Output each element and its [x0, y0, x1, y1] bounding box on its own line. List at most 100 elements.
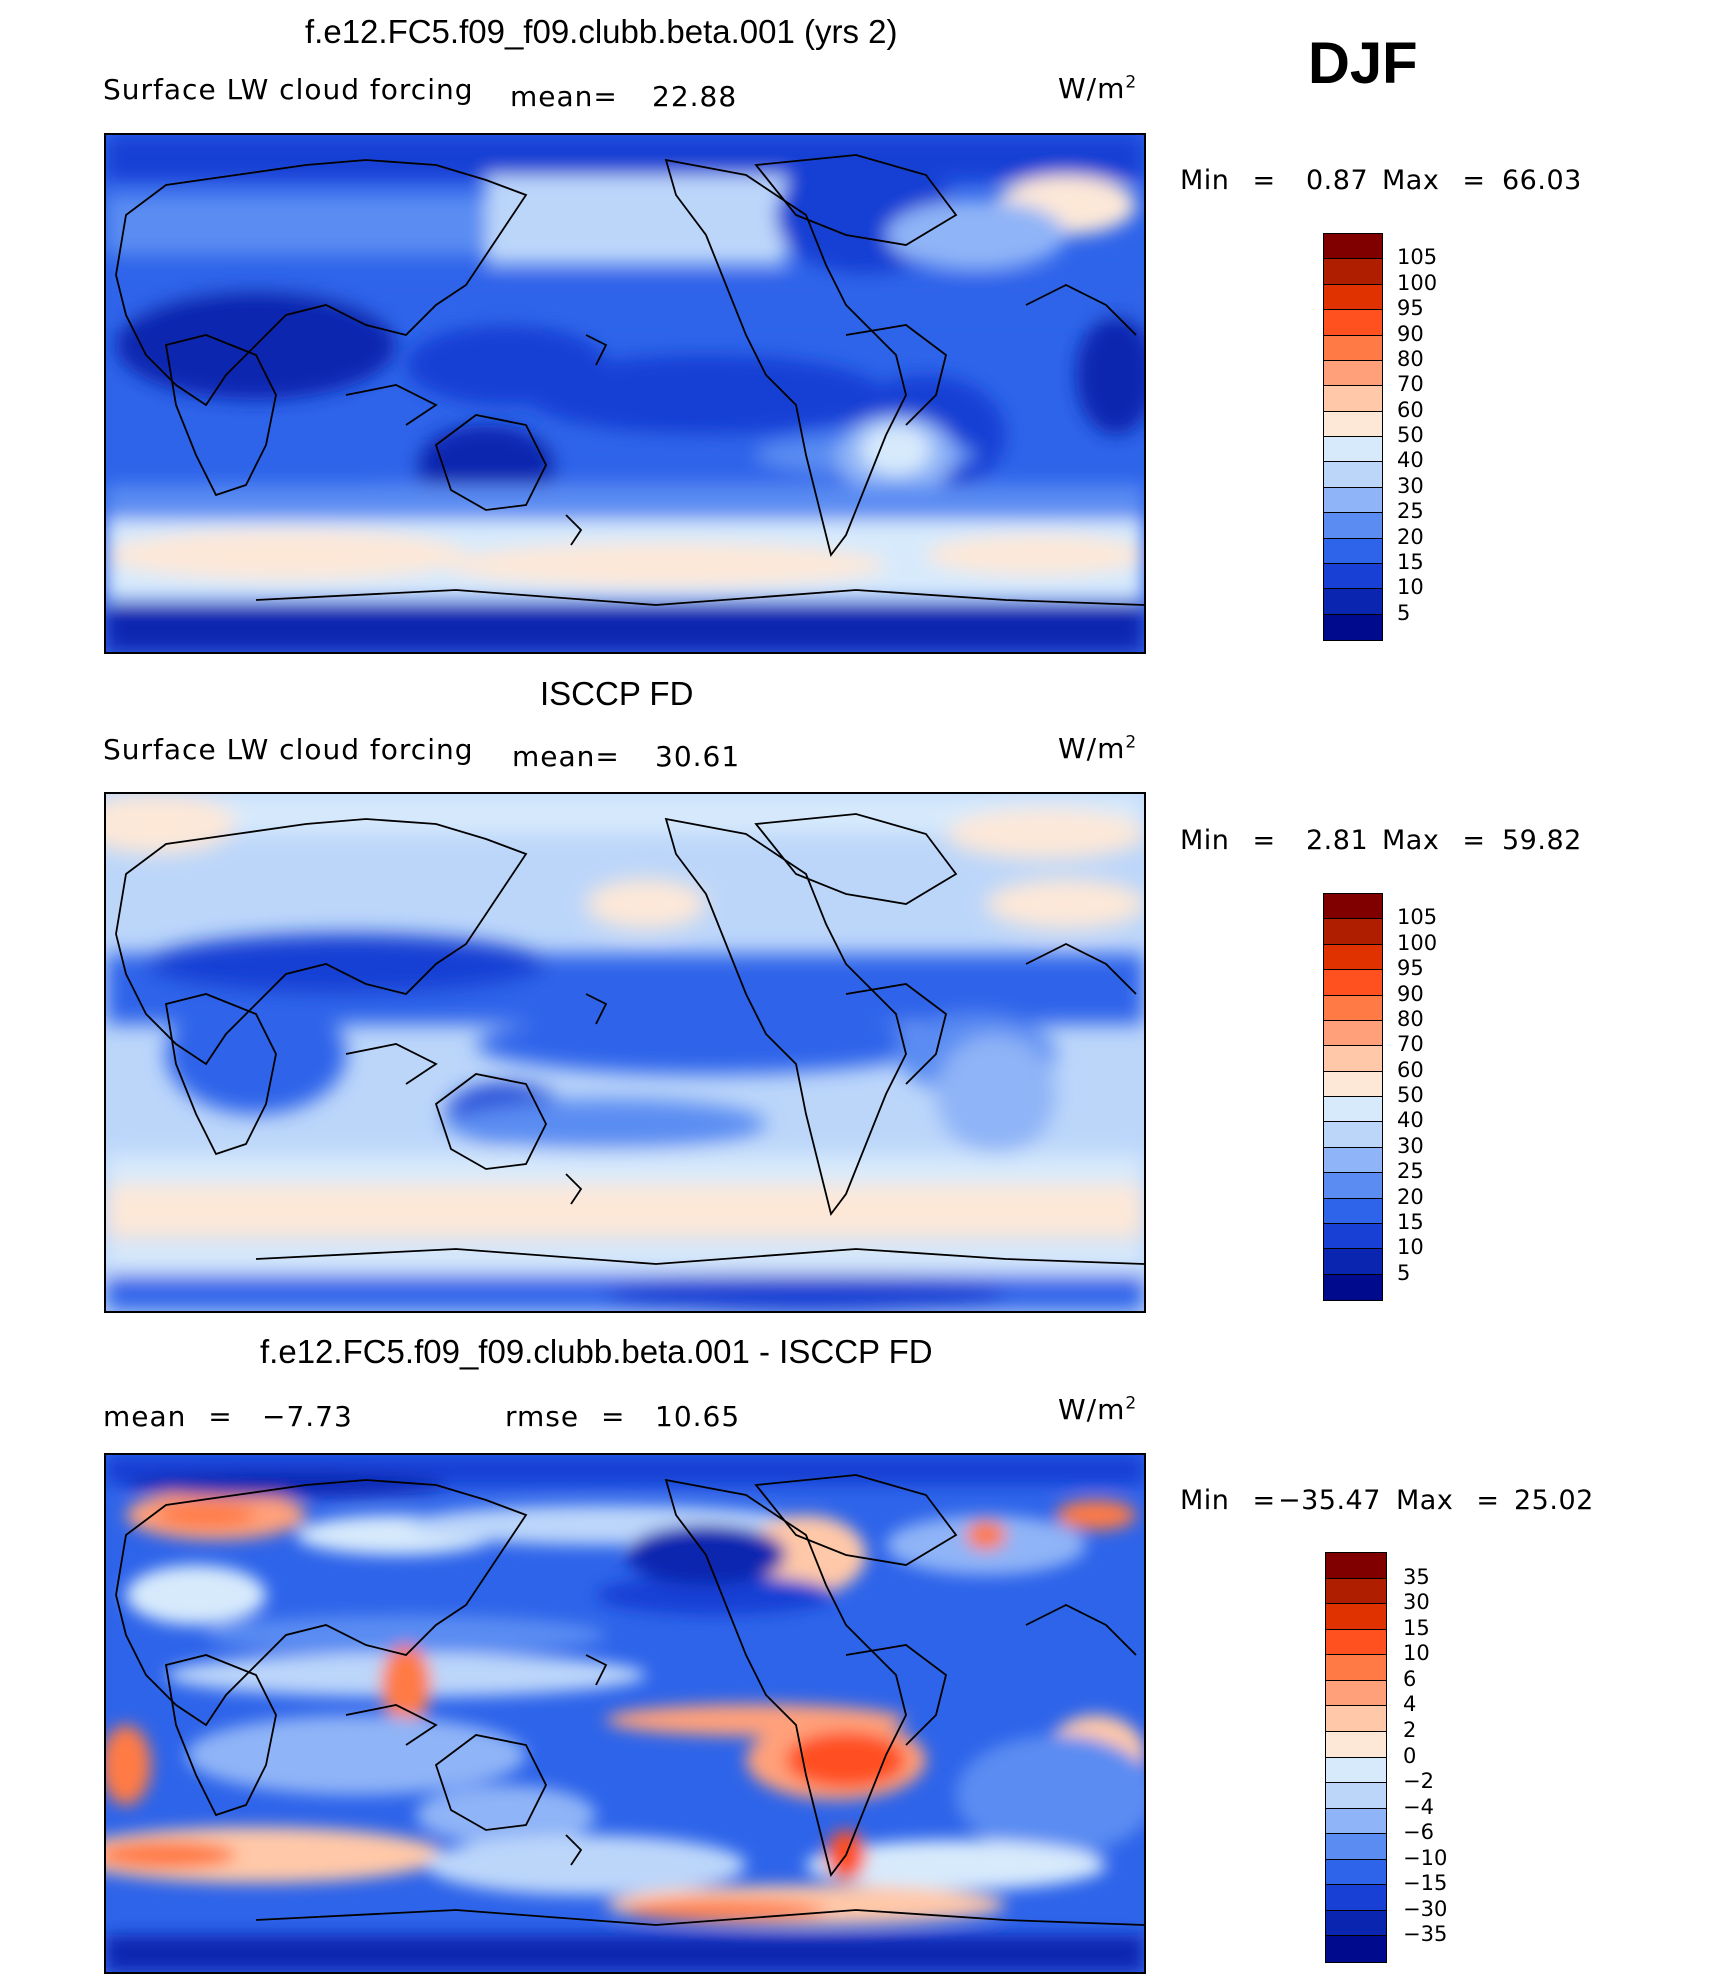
colorbar-swatch — [1324, 538, 1382, 564]
panel-1-title: f.e12.FC5.f09_f09.clubb.beta.001 (yrs 2) — [305, 13, 898, 50]
colorbar-swatch — [1326, 1885, 1386, 1911]
panel-1-min-value: 0.87 — [1306, 165, 1369, 196]
colorbar-swatch — [1324, 589, 1382, 615]
colorbar-swatch — [1324, 614, 1382, 640]
colorbar-level-label: 105 — [1397, 245, 1438, 270]
panel-2-mean-label: mean= — [512, 740, 620, 773]
panel-1-variable: Surface LW cloud forcing — [103, 73, 474, 106]
colorbar-swatch — [1324, 487, 1382, 514]
colorbar-swatch — [1324, 284, 1382, 311]
colorbar-swatch — [1324, 1274, 1382, 1300]
colorbar-level-label: 30 — [1397, 1133, 1424, 1158]
colorbar-level-label: −35 — [1403, 1922, 1448, 1947]
panel-1-min-label: Min = — [1180, 165, 1276, 196]
colorbar-swatch — [1326, 1808, 1386, 1835]
colorbar-level-label: 2 — [1403, 1717, 1417, 1742]
panel-3-rmse-label: rmse = — [505, 1400, 626, 1433]
panel-2-units: W/m2 — [1058, 732, 1137, 765]
panel-2-min-value: 2.81 — [1306, 825, 1369, 856]
colorbar-level-label: 10 — [1397, 575, 1424, 600]
colorbar-swatch — [1324, 1173, 1382, 1199]
units-text: W/m — [1058, 1393, 1126, 1426]
colorbar-level-label: 95 — [1397, 296, 1424, 321]
colorbar-level-label: 35 — [1403, 1564, 1430, 1589]
panel-1-mean-value: 22.88 — [652, 80, 738, 113]
colorbar-level-label: 30 — [1403, 1590, 1430, 1615]
panel-2-colorbar — [1323, 893, 1383, 1301]
panel-2-mean-value: 30.61 — [655, 740, 741, 773]
panel-3-title: f.e12.FC5.f09_f09.clubb.beta.001 - ISCCP… — [260, 1333, 933, 1370]
panel-3-rmse-value: 10.65 — [655, 1400, 741, 1433]
colorbar-level-label: 50 — [1397, 423, 1424, 447]
colorbar-swatch — [1324, 970, 1382, 996]
colorbar-level-label: 0 — [1403, 1743, 1417, 1768]
panel-1-coastlines — [115, 154, 1144, 606]
colorbar-swatch — [1324, 1020, 1382, 1047]
colorbar-swatch — [1326, 1757, 1386, 1784]
colorbar-level-label: 15 — [1397, 549, 1424, 574]
colorbar-swatch — [1326, 1553, 1386, 1579]
colorbar-level-label: 20 — [1397, 524, 1424, 549]
colorbar-level-label: 4 — [1403, 1692, 1417, 1717]
colorbar-swatch — [1324, 234, 1382, 260]
colorbar-level-label: −15 — [1403, 1871, 1448, 1896]
colorbar-swatch — [1324, 894, 1382, 920]
colorbar-swatch — [1324, 1097, 1382, 1123]
panel-2-coastlines — [115, 813, 1144, 1265]
colorbar-swatch — [1324, 1223, 1382, 1250]
colorbar-level-label: 10 — [1397, 1235, 1424, 1260]
colorbar-level-label: 100 — [1397, 930, 1438, 955]
colorbar-level-label: 10 — [1403, 1641, 1430, 1666]
panel-2-min-label: Min = — [1180, 825, 1276, 856]
panel-3-mean-value: −7.73 — [262, 1400, 353, 1433]
colorbar-swatch — [1324, 411, 1382, 437]
colorbar-swatch — [1324, 1071, 1382, 1097]
colorbar-swatch — [1326, 1629, 1386, 1656]
colorbar-swatch — [1324, 1198, 1382, 1224]
units-text: W/m — [1058, 732, 1126, 765]
colorbar-swatch — [1324, 335, 1382, 361]
colorbar-swatch — [1326, 1680, 1386, 1707]
colorbar-swatch — [1324, 513, 1382, 539]
panel-3-map — [104, 1453, 1146, 1974]
colorbar-swatch — [1324, 310, 1382, 336]
colorbar-swatch — [1326, 1859, 1386, 1886]
colorbar-level-label: −6 — [1403, 1820, 1434, 1845]
colorbar-level-label: 105 — [1397, 905, 1438, 930]
colorbar-level-label: 95 — [1397, 956, 1424, 981]
colorbar-level-label: 15 — [1403, 1615, 1430, 1640]
colorbar-swatch — [1326, 1604, 1386, 1630]
colorbar-level-label: 50 — [1397, 1083, 1424, 1107]
colorbar-level-label: 6 — [1403, 1666, 1417, 1691]
colorbar-swatch — [1324, 1147, 1382, 1174]
units-sup: 2 — [1125, 72, 1138, 93]
colorbar-swatch — [1326, 1834, 1386, 1860]
panel-1-colorbar — [1323, 233, 1383, 641]
colorbar-swatch — [1324, 462, 1382, 488]
panel-2-variable: Surface LW cloud forcing — [103, 733, 474, 766]
colorbar-level-label: 40 — [1397, 448, 1424, 473]
colorbar-swatch — [1324, 360, 1382, 387]
colorbar-swatch — [1326, 1936, 1386, 1962]
colorbar-level-label: 5 — [1397, 1260, 1411, 1285]
colorbar-level-label: 40 — [1397, 1108, 1424, 1133]
panel-3-units: W/m2 — [1058, 1393, 1137, 1426]
units-sup: 2 — [1125, 732, 1138, 753]
panel-3-min-value: −35.47 — [1278, 1485, 1381, 1516]
colorbar-level-label: 100 — [1397, 270, 1438, 295]
colorbar-level-label: 80 — [1397, 1006, 1424, 1031]
colorbar-swatch — [1324, 563, 1382, 590]
colorbar-level-label: 70 — [1397, 1032, 1424, 1057]
colorbar-swatch — [1324, 944, 1382, 971]
panel-1-units: W/m2 — [1058, 72, 1137, 105]
colorbar-swatch — [1324, 1249, 1382, 1275]
colorbar-level-label: 70 — [1397, 372, 1424, 397]
panel-3-max-label: Max = — [1396, 1485, 1500, 1516]
panel-3-max-value: 25.02 — [1514, 1485, 1594, 1516]
colorbar-level-label: 25 — [1397, 1159, 1424, 1184]
colorbar-swatch — [1326, 1783, 1386, 1809]
units-sup: 2 — [1125, 1393, 1138, 1414]
colorbar-swatch — [1324, 919, 1382, 945]
colorbar-swatch — [1324, 995, 1382, 1021]
panel-2-map — [104, 792, 1146, 1313]
